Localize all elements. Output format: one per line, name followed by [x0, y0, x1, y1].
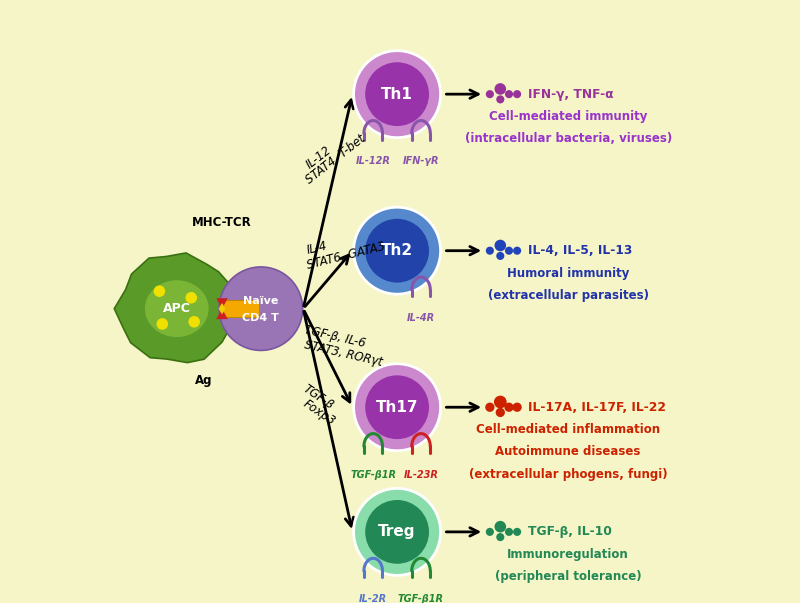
Ellipse shape [145, 280, 209, 337]
Circle shape [486, 403, 494, 412]
Text: Cell-mediated immunity: Cell-mediated immunity [489, 110, 647, 124]
Text: Treg: Treg [378, 525, 416, 539]
FancyBboxPatch shape [223, 300, 259, 317]
Text: IL-4: IL-4 [306, 239, 329, 257]
Circle shape [505, 90, 513, 98]
Circle shape [186, 292, 197, 303]
Circle shape [496, 533, 504, 541]
Circle shape [504, 403, 514, 412]
Text: (intracellular bacteria, viruses): (intracellular bacteria, viruses) [465, 133, 672, 145]
Circle shape [496, 408, 505, 417]
Text: APC: APC [163, 302, 190, 315]
Text: Humoral immunity: Humoral immunity [507, 267, 630, 280]
Text: TGF-β, IL-6: TGF-β, IL-6 [303, 324, 366, 350]
Circle shape [486, 528, 494, 536]
Circle shape [188, 316, 200, 327]
Circle shape [354, 488, 441, 575]
Text: IFN-γ, TNF-α: IFN-γ, TNF-α [527, 87, 613, 101]
Circle shape [354, 364, 441, 450]
Text: IFN-γR: IFN-γR [402, 157, 439, 166]
Polygon shape [218, 303, 226, 314]
Text: MHC-TCR: MHC-TCR [191, 216, 251, 229]
Text: Th2: Th2 [381, 243, 413, 258]
Text: (peripheral tolerance): (peripheral tolerance) [495, 570, 642, 583]
Text: (extracellular phogens, fungi): (extracellular phogens, fungi) [469, 467, 667, 481]
Text: (extracellular parasites): (extracellular parasites) [488, 289, 649, 302]
Text: STAT3, RORγt: STAT3, RORγt [303, 338, 384, 369]
Circle shape [513, 528, 521, 536]
Circle shape [366, 375, 429, 439]
Text: STAT6, GATA3: STAT6, GATA3 [306, 239, 387, 271]
Text: Th17: Th17 [376, 400, 418, 415]
Text: Th1: Th1 [381, 87, 413, 102]
Text: IL-4, IL-5, IL-13: IL-4, IL-5, IL-13 [527, 244, 632, 257]
Text: IL-23R: IL-23R [403, 470, 438, 479]
Circle shape [219, 267, 302, 350]
Circle shape [513, 403, 522, 412]
Text: IL-17A, IL-17F, IL-22: IL-17A, IL-17F, IL-22 [527, 401, 666, 414]
Circle shape [513, 90, 521, 98]
Text: TGF-β1R: TGF-β1R [398, 594, 444, 603]
Text: Autoimmune diseases: Autoimmune diseases [495, 446, 641, 458]
Text: Ag: Ag [195, 374, 213, 387]
Text: IL-12: IL-12 [303, 144, 334, 172]
Text: IL-2R: IL-2R [359, 594, 387, 603]
Polygon shape [216, 298, 228, 319]
Circle shape [157, 318, 168, 330]
Text: TGF-β1R: TGF-β1R [350, 470, 396, 479]
Text: IL-4R: IL-4R [407, 313, 435, 323]
Circle shape [494, 521, 506, 532]
Circle shape [505, 528, 513, 536]
Text: CD4 T: CD4 T [242, 313, 279, 323]
Circle shape [486, 90, 494, 98]
Circle shape [494, 239, 506, 251]
Text: STAT4, T-bet: STAT4, T-bet [303, 131, 368, 186]
Circle shape [505, 247, 513, 254]
Circle shape [513, 247, 521, 254]
Circle shape [366, 500, 429, 564]
Text: IL-12R: IL-12R [356, 157, 390, 166]
Circle shape [354, 207, 441, 294]
Text: TGF-β, IL-10: TGF-β, IL-10 [527, 525, 611, 538]
Text: Cell-mediated inflammation: Cell-mediated inflammation [476, 423, 660, 437]
Circle shape [366, 219, 429, 283]
Circle shape [366, 62, 429, 126]
Text: Naïve: Naïve [243, 296, 278, 306]
Polygon shape [114, 253, 235, 362]
Circle shape [496, 252, 504, 260]
Circle shape [486, 247, 494, 254]
Text: Foxp3: Foxp3 [301, 397, 338, 428]
Text: TGF-β: TGF-β [301, 383, 336, 412]
Text: Immunoregulation: Immunoregulation [507, 548, 629, 561]
Circle shape [496, 95, 504, 104]
Circle shape [494, 83, 506, 95]
Circle shape [354, 51, 441, 137]
Circle shape [154, 285, 165, 297]
Circle shape [494, 396, 506, 408]
